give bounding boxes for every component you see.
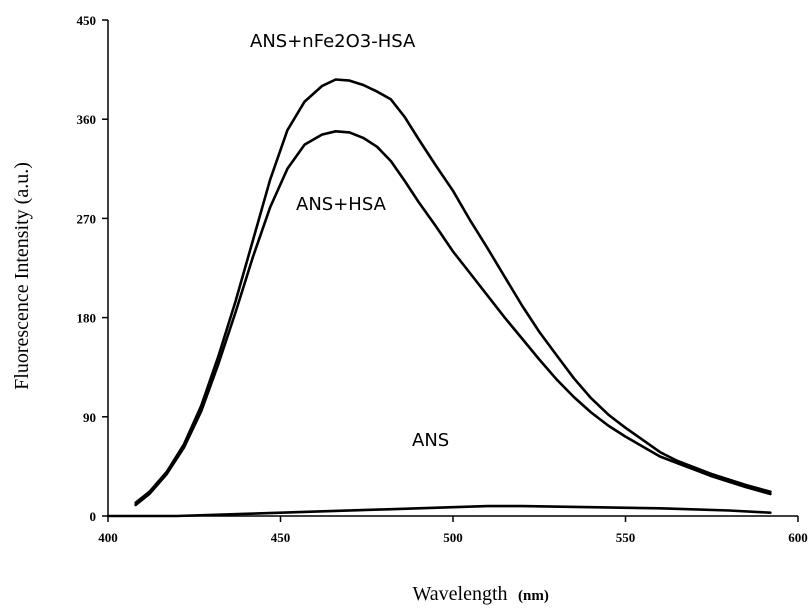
y-tick-label: 180	[77, 311, 97, 326]
y-tick-label: 90	[83, 410, 96, 425]
y-tick-label: 0	[90, 509, 97, 524]
axes	[107, 20, 798, 517]
y-axis-title: Fluorescence Intensity (a.u.)	[11, 162, 33, 390]
series-label-0: ANS+nFe2O3-HSA	[250, 31, 416, 52]
series-labels: ANS+nFe2O3-HSA ANS+HSA ANS	[250, 31, 449, 451]
x-tick-label: 550	[616, 530, 636, 545]
series-label-2: ANS	[412, 430, 449, 451]
x-axis-unit: (nm)	[518, 588, 549, 604]
x-axis-title: Wavelength	[412, 583, 507, 605]
series-lines	[106, 78, 772, 518]
x-tick-label: 450	[271, 530, 291, 545]
x-tick-label: 500	[443, 530, 463, 545]
ticks: 400 450 500 550 600 0 90 180 270 360 450	[77, 13, 808, 545]
series-label-1: ANS+HSA	[296, 194, 387, 215]
y-tick-label: 360	[77, 112, 97, 127]
x-tick-label: 400	[98, 530, 118, 545]
series-line-0	[134, 78, 772, 505]
y-tick-label: 270	[77, 211, 97, 226]
series-line-2	[106, 504, 772, 518]
series-line-1	[134, 130, 772, 507]
x-tick-label: 600	[788, 530, 808, 545]
y-tick-label: 450	[77, 13, 97, 28]
